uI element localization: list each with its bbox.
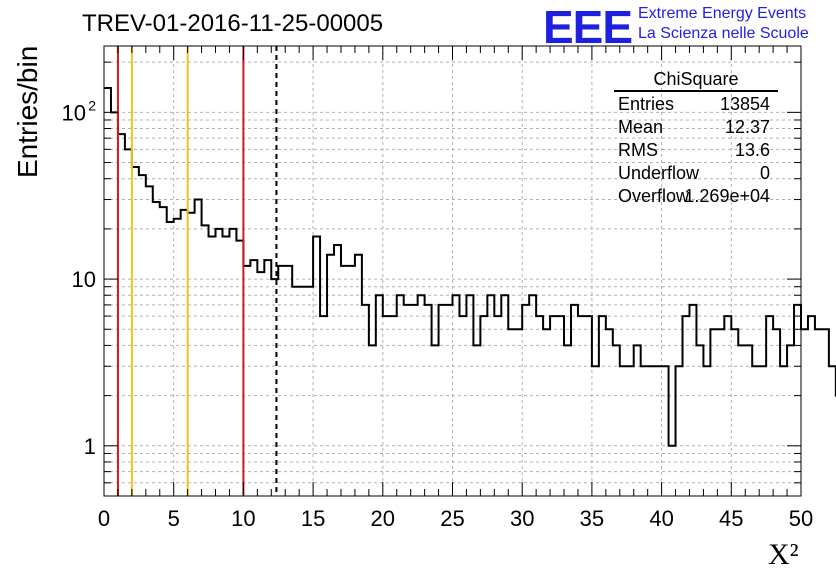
- logo-subtitle-1: Extreme Energy Events: [638, 5, 807, 22]
- stats-row-label: Underflow: [618, 163, 700, 183]
- eee-logo: EEE: [543, 1, 633, 53]
- x-tick-label: 45: [719, 506, 743, 531]
- stats-row-label: Entries: [618, 94, 674, 114]
- stats-box: ChiSquare Entries 13854 Mean 12.37 RMS 13.6 Und…: [614, 69, 778, 206]
- y-tick-superscript: 2: [88, 97, 96, 113]
- x-tick-label: 30: [510, 506, 534, 531]
- x-tick-label: 5: [168, 506, 180, 531]
- stats-row-label: Overflow: [618, 186, 690, 206]
- x-tick-label: 10: [231, 506, 255, 531]
- reference-lines: [116, 46, 278, 496]
- y-tick-label: 10: [62, 100, 86, 125]
- stats-row-value: 13.6: [735, 140, 770, 160]
- x-tick-label: 50: [789, 506, 813, 531]
- x-tick-label: 0: [98, 506, 110, 531]
- x-axis-label: Χ²: [768, 538, 799, 571]
- stats-row-label: Mean: [618, 117, 663, 137]
- grid: [104, 46, 801, 496]
- x-tick-label: 25: [440, 506, 464, 531]
- y-tick-label: 1: [84, 434, 96, 459]
- stats-title: ChiSquare: [653, 69, 738, 89]
- y-axis-label: Entries/bin: [12, 46, 43, 178]
- stats-row-value: 12.37: [725, 117, 770, 137]
- stats-row-value: 13854: [720, 94, 770, 114]
- y-tick-label: 10: [72, 267, 96, 292]
- x-tick-label: 40: [649, 506, 673, 531]
- stats-row-label: RMS: [618, 140, 658, 160]
- logo-subtitle-2: La Scienza nelle Scuole: [638, 25, 809, 42]
- x-tick-label: 15: [301, 506, 325, 531]
- chart-title: TREV-01-2016-11-25-00005: [82, 10, 384, 37]
- stats-row-value: 1.269e+04: [684, 186, 770, 206]
- x-tick-label: 35: [580, 506, 604, 531]
- x-tick-label: 20: [371, 506, 395, 531]
- stats-row-value: 0: [760, 163, 770, 183]
